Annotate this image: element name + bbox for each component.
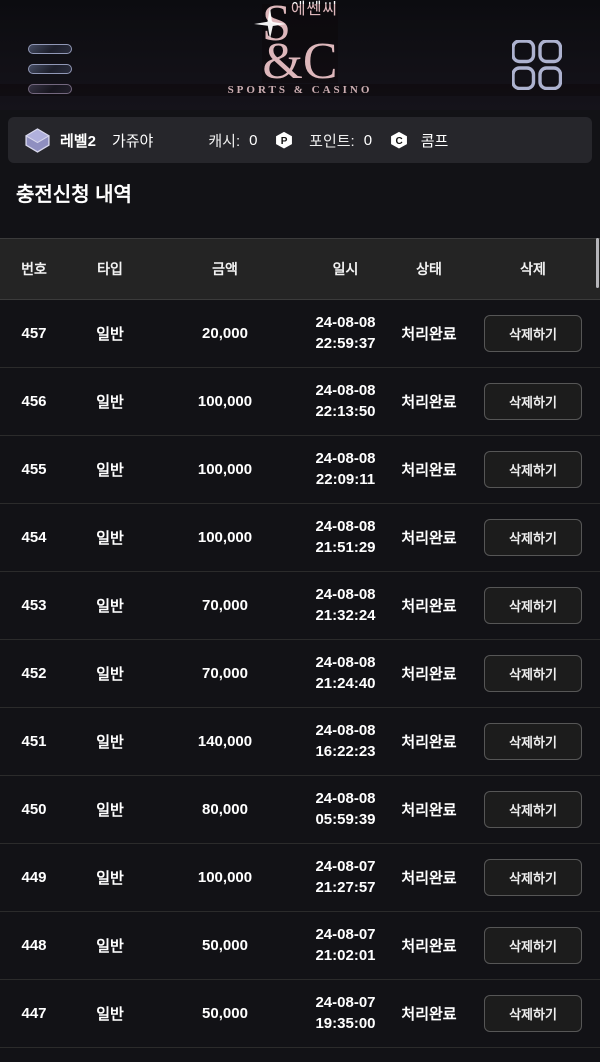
svg-text:C: C: [395, 136, 402, 147]
svg-text:P: P: [281, 136, 288, 147]
